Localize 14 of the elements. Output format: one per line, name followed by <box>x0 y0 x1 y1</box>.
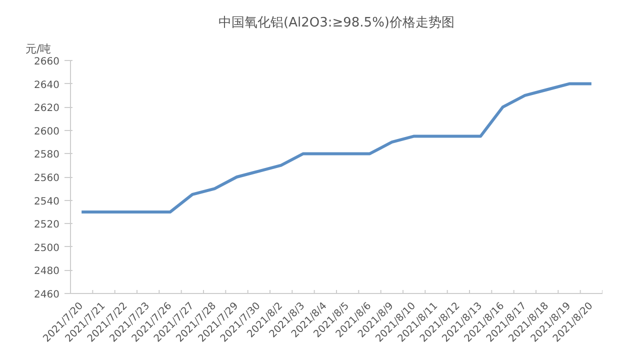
y-tick-label: 2620 <box>34 103 60 114</box>
line-series <box>80 82 593 214</box>
y-tick-label: 2560 <box>34 173 60 184</box>
chart-title: 中国氧化铝(Al2O3:≥98.5%)价格走势图 <box>218 16 455 30</box>
y-tick-label: 2500 <box>34 242 60 254</box>
y-tick-label: 2660 <box>34 56 60 68</box>
y-tick-label: 2520 <box>34 220 60 231</box>
y-tick-label: 2540 <box>34 196 60 208</box>
y-axis-title: 元/吨 <box>26 42 52 56</box>
y-tick-label: 2460 <box>34 290 60 300</box>
y-tick-label: 2600 <box>34 126 60 138</box>
y-tick-label: 2480 <box>34 266 60 278</box>
y-tick-label: 2580 <box>34 150 60 161</box>
y-tick-label: 2640 <box>34 80 60 91</box>
